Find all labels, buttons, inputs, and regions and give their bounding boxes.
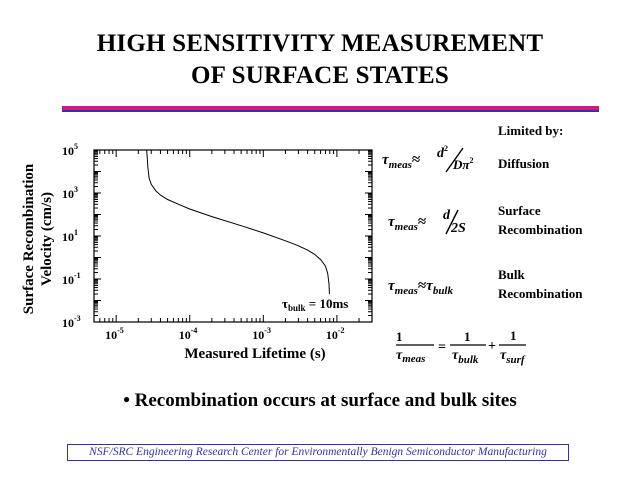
equation-bulk: τmeas≈τbulk: [388, 278, 453, 297]
equation-reciprocal: 1 τmeas = 1 τbulk: [396, 329, 486, 366]
svg-text:τmeas: τmeas: [396, 348, 425, 365]
svg-text:τmeas≈: τmeas≈: [382, 152, 420, 171]
svg-text:+: +: [488, 339, 496, 354]
summary-bullet: • Recombination occurs at surface and bu…: [123, 390, 517, 411]
equation-reciprocal-tail: + 1 τsurf: [488, 328, 526, 366]
x-tick-label: 10-5: [105, 326, 124, 342]
y-tick-label: 10-1: [62, 271, 81, 287]
data-curve: [146, 149, 330, 295]
y-axis: 10-3 10-1 101 103 105: [62, 142, 372, 330]
tau-bulk-annotation: τbulk = 10ms: [282, 296, 348, 313]
svg-text:τmeas≈: τmeas≈: [388, 214, 426, 233]
footer-credit: NSF/SRC Engineering Research Center for …: [67, 444, 569, 461]
svg-text:=: =: [438, 340, 446, 355]
y-tick-label: 10-3: [62, 314, 81, 330]
svg-text:τmeas≈τbulk: τmeas≈τbulk: [388, 278, 453, 297]
svg-text:1: 1: [510, 328, 517, 343]
svg-text:τsurf: τsurf: [500, 348, 526, 366]
y-tick-label: 105: [62, 142, 78, 158]
x-axis: 10-5 10-4 10-3 10-2: [99, 150, 373, 342]
mechanism-surface-recombination: Surface Recombination: [498, 203, 583, 237]
mechanism-diffusion: Diffusion: [498, 156, 550, 171]
equation-diffusion: τmeas≈ d2 Dπ2: [382, 144, 474, 173]
svg-text:d: d: [443, 208, 451, 223]
x-tick-label: 10-2: [326, 326, 345, 342]
y-tick-label: 101: [62, 228, 78, 244]
page-title: HIGH SENSITIVITY MEASUREMENT OF SURFACE …: [0, 28, 640, 92]
svg-text:Dπ2: Dπ2: [452, 156, 474, 172]
y-tick-label: 103: [62, 185, 78, 201]
title-line-2: OF SURFACE STATES: [190, 62, 450, 89]
x-axis-label: Measured Lifetime (s): [184, 346, 326, 362]
svg-text:1: 1: [396, 329, 403, 344]
equations: τmeas≈ d2 Dπ2 τmeas≈ d 2S τmeas≈τbulk 1 …: [382, 144, 486, 366]
mechanism-bulk-recombination: Bulk Recombination: [498, 267, 583, 301]
title-divider: [62, 106, 599, 112]
x-tick-label: 10-4: [179, 326, 198, 342]
x-tick-label: 10-3: [252, 326, 271, 342]
svg-text:τbulk: τbulk: [452, 348, 479, 366]
chart: 10-5 10-4 10-3 10-2 10-3 10-1 101 103 105 τbulk…: [62, 142, 373, 342]
equation-surface: τmeas≈ d 2S: [388, 208, 466, 236]
limited-by-header: Limited by:: [498, 123, 564, 138]
svg-text:1: 1: [464, 329, 471, 344]
svg-text:d2: d2: [437, 144, 448, 161]
title-line-1: HIGH SENSITIVITY MEASUREMENT: [96, 30, 544, 57]
svg-text:2S: 2S: [450, 221, 466, 236]
